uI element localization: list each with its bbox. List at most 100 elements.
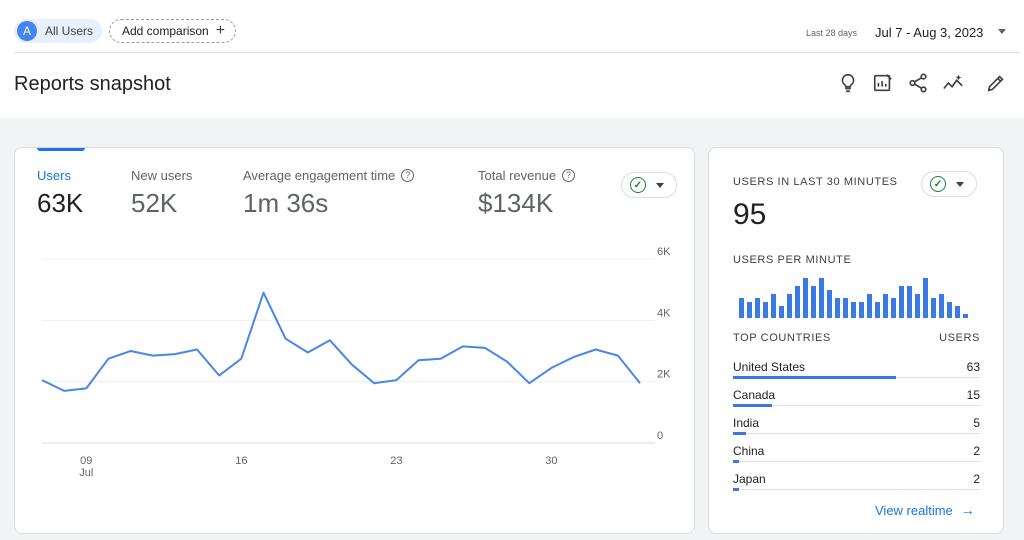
help-icon[interactable]: ? <box>401 169 415 182</box>
per-minute-bar <box>811 286 816 318</box>
per-minute-bar <box>955 306 960 318</box>
country-bar-track <box>733 433 980 434</box>
y-tick-label: 4K <box>657 307 671 319</box>
country-users-value: 15 <box>966 388 980 402</box>
x-tick-label: 09 <box>80 455 92 467</box>
country-bar-track <box>733 405 980 406</box>
country-users-value: 63 <box>966 360 980 374</box>
data-quality-dropdown[interactable]: ✓ <box>921 171 977 197</box>
per-minute-bar <box>787 294 792 318</box>
y-tick-label: 2K <box>657 369 671 381</box>
country-bar-track <box>733 461 980 462</box>
help-icon[interactable]: ? <box>562 169 576 182</box>
segment-label: All Users <box>45 24 94 38</box>
add-comparison-button[interactable]: Add comparison + <box>109 19 236 43</box>
country-row[interactable]: India 5 <box>733 416 980 444</box>
per-minute-bar <box>875 302 880 318</box>
per-minute-bar <box>827 290 832 318</box>
arrow-right-icon: → <box>960 502 975 518</box>
realtime-title: USERS IN LAST 30 MINUTES <box>733 176 898 188</box>
per-minute-bar <box>899 286 904 318</box>
top-bar: A All Users Add comparison + Last 28 day… <box>0 0 1024 58</box>
per-minute-bar <box>947 302 952 318</box>
country-row[interactable]: United States 63 <box>733 360 980 388</box>
chevron-down-icon <box>956 181 964 187</box>
per-minute-bar <box>843 298 848 318</box>
country-bar <box>733 376 896 379</box>
country-row[interactable]: Japan 2 <box>733 472 980 500</box>
country-name: Japan <box>733 472 766 486</box>
metric-label: Average engagement time <box>243 168 396 183</box>
per-minute-bar <box>963 314 968 318</box>
plus-icon: + <box>215 22 226 39</box>
users-overview-card: Users 63K New users 52K Average engageme… <box>14 147 695 534</box>
metric-tab-users[interactable]: Users 63K <box>37 168 83 219</box>
y-tick-label: 6K <box>657 246 671 258</box>
metric-label: Total revenue <box>478 168 557 183</box>
metric-label: New users <box>131 168 193 183</box>
users-column-label: USERS <box>939 332 980 344</box>
users-per-minute-label: USERS PER MINUTE <box>733 254 852 266</box>
per-minute-bar <box>867 294 872 318</box>
country-bar <box>733 432 746 435</box>
country-row[interactable]: China 2 <box>733 444 980 472</box>
date-range-picker[interactable]: Jul 7 - Aug 3, 2023 <box>875 25 984 40</box>
segment-avatar: A <box>17 21 37 41</box>
metric-value: 63K <box>37 188 84 218</box>
country-bar <box>733 488 739 491</box>
metric-label: Users <box>37 168 71 183</box>
per-minute-bar <box>939 294 944 318</box>
segment-chip-all-users[interactable]: A All Users <box>14 19 102 43</box>
per-minute-bar <box>835 298 840 318</box>
country-users-value: 2 <box>973 472 980 486</box>
country-bar <box>733 404 772 407</box>
metric-tab-new-users[interactable]: New users 52K <box>131 168 192 219</box>
per-minute-bar <box>739 298 744 318</box>
per-minute-bar <box>747 302 752 318</box>
per-minute-bar <box>779 306 784 318</box>
date-range-hint: Last 28 days <box>806 28 858 38</box>
country-name: United States <box>733 360 806 374</box>
per-minute-bar <box>915 294 920 318</box>
per-minute-bar <box>763 302 768 318</box>
per-minute-bar <box>803 278 808 318</box>
metric-tab-total-revenue[interactable]: Total revenue ? $134K <box>478 168 576 219</box>
share-icon[interactable] <box>907 72 929 94</box>
country-users-value: 5 <box>973 416 980 430</box>
page-title: Reports snapshot <box>14 73 171 95</box>
check-circle-icon: ✓ <box>930 176 946 192</box>
per-minute-bar <box>907 286 912 318</box>
chevron-down-icon <box>656 182 664 188</box>
chevron-down-icon[interactable] <box>998 29 1006 34</box>
view-realtime-link[interactable]: View realtime → <box>875 502 975 518</box>
metric-tab-engagement-time[interactable]: Average engagement time ? 1m 36s <box>243 168 415 219</box>
metric-value: 1m 36s <box>243 188 329 218</box>
country-name: India <box>733 416 760 430</box>
x-tick-label: 23 <box>390 455 402 467</box>
per-minute-bar <box>795 286 800 318</box>
per-minute-bar <box>771 294 776 318</box>
customize-report-icon[interactable] <box>872 72 894 94</box>
per-minute-bar <box>755 298 760 318</box>
metric-value: 52K <box>131 188 178 218</box>
metric-label-row: Average engagement time ? <box>243 168 415 183</box>
top-countries-header: TOP COUNTRIES USERS <box>733 332 980 344</box>
check-circle-icon: ✓ <box>630 177 646 193</box>
country-name: China <box>733 444 765 458</box>
edit-icon[interactable] <box>985 72 1007 94</box>
x-month-label: Jul <box>79 467 93 479</box>
per-minute-bar <box>883 294 888 318</box>
country-row[interactable]: Canada 15 <box>733 388 980 416</box>
per-minute-bar <box>851 302 856 318</box>
users-per-minute-chart <box>739 274 974 318</box>
users-series-line <box>41 291 641 392</box>
divider <box>14 52 1020 53</box>
per-minute-bar <box>891 298 896 318</box>
per-minute-bar <box>819 278 824 318</box>
per-minute-bar <box>923 278 928 318</box>
data-quality-dropdown[interactable]: ✓ <box>621 172 677 198</box>
insights-icon[interactable] <box>942 72 964 94</box>
realtime-card: USERS IN LAST 30 MINUTES ✓ 95 USERS PER … <box>708 147 1004 534</box>
lightbulb-icon[interactable] <box>837 72 859 94</box>
page-header: Reports snapshot <box>0 58 1024 118</box>
